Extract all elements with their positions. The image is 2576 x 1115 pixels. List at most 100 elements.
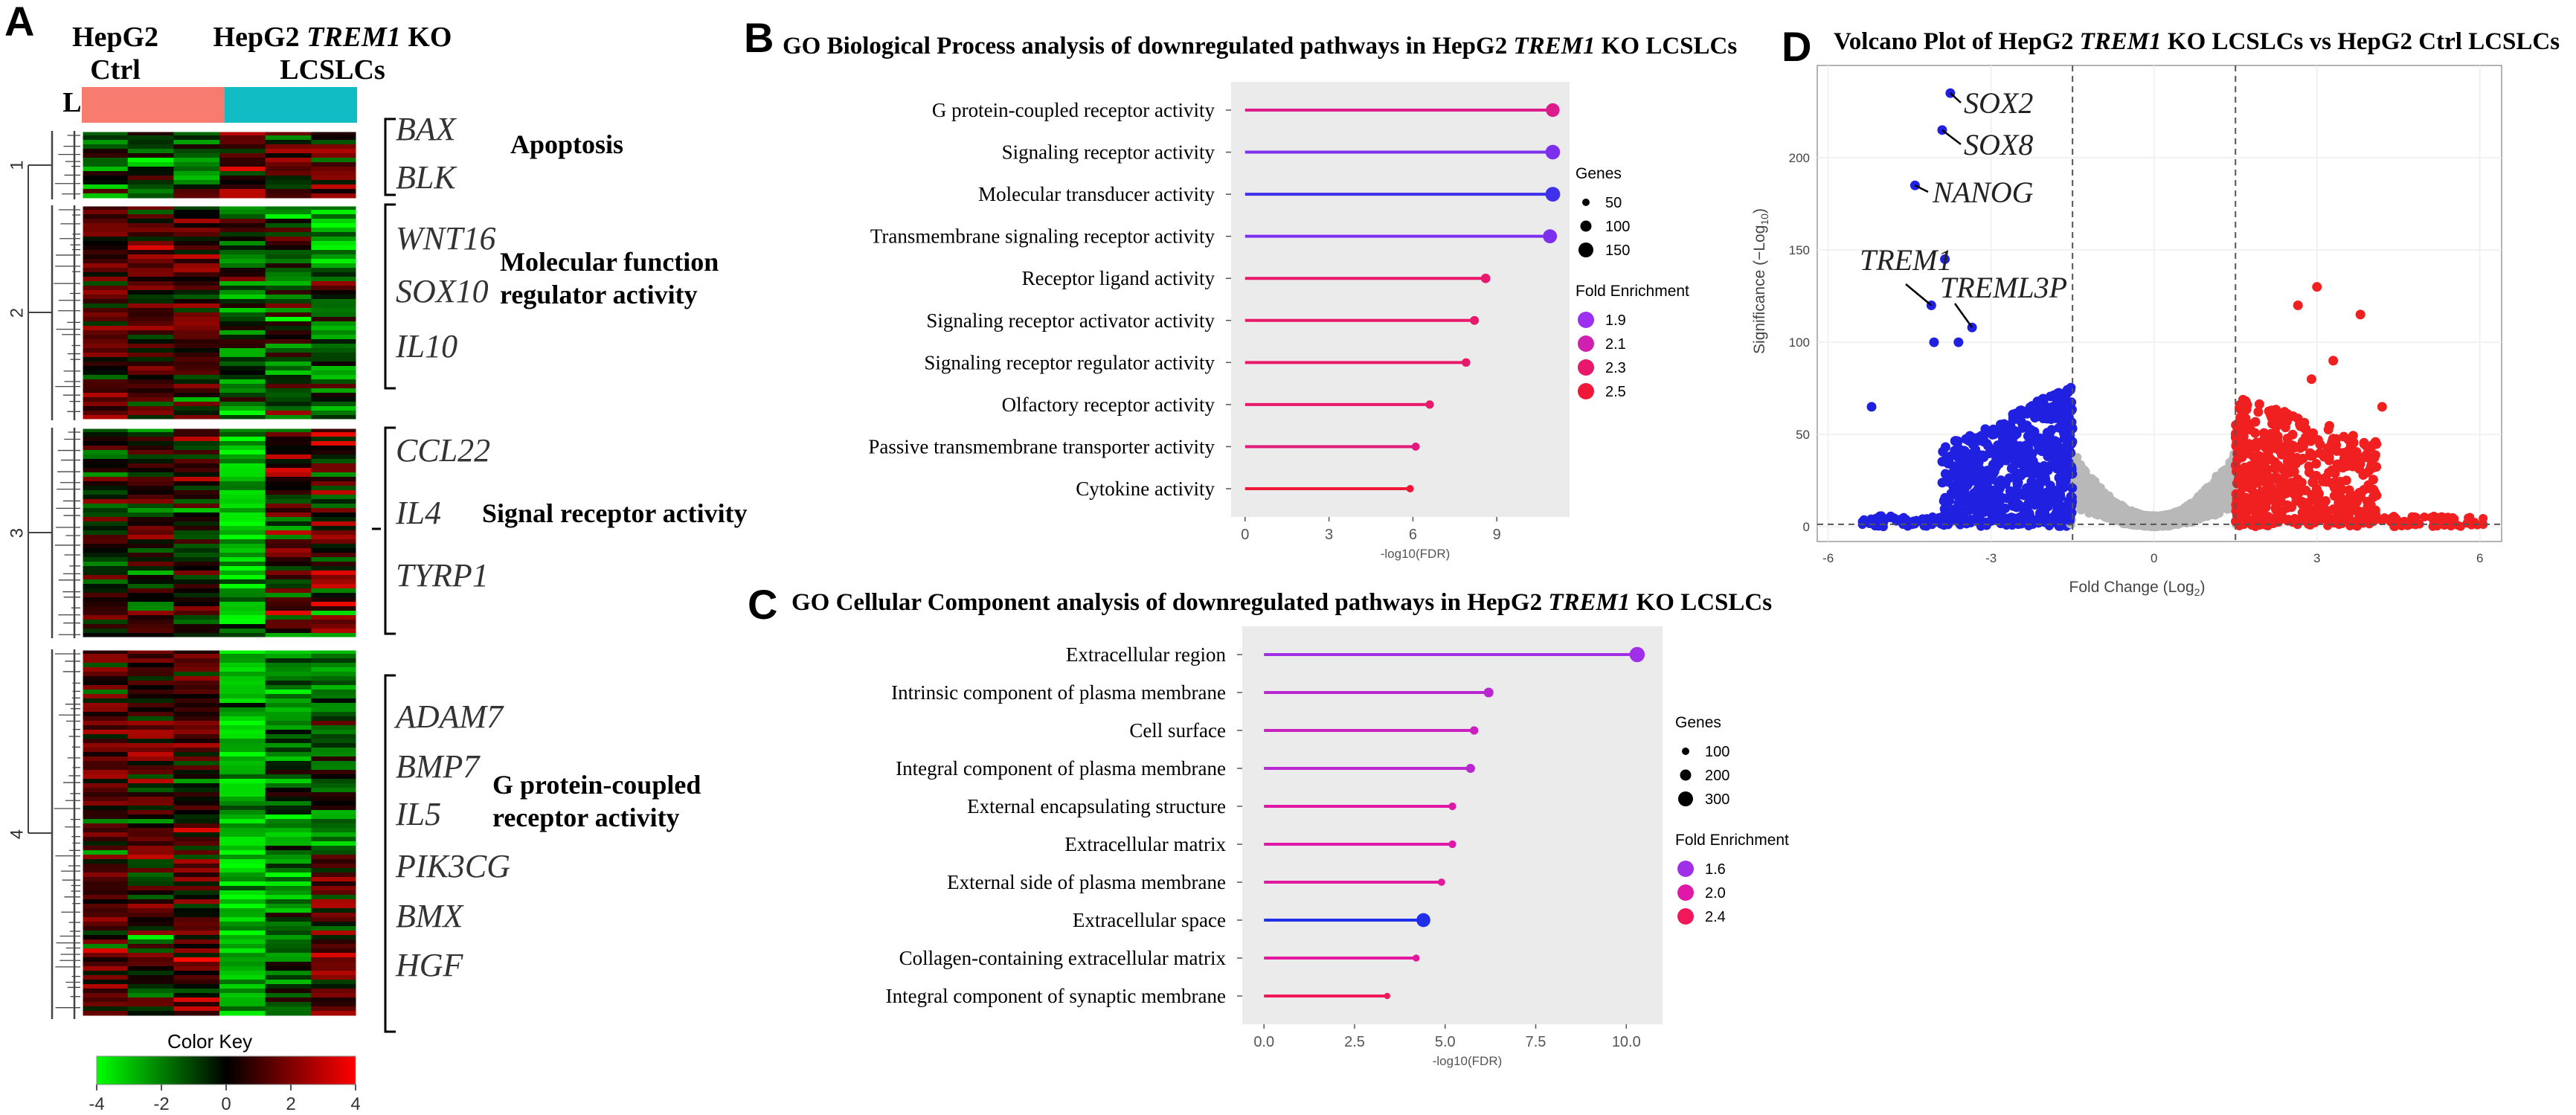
heatmap-cell xyxy=(265,504,312,509)
heatmap-cell xyxy=(219,232,266,237)
heatmap-cell xyxy=(82,571,129,576)
heatmap-cell xyxy=(311,667,358,672)
heatmap-cell xyxy=(127,486,174,491)
heatmap-cell xyxy=(311,526,358,531)
heatmap-cell xyxy=(311,144,358,150)
volcano-point-down xyxy=(2047,440,2058,450)
heatmap-cell xyxy=(173,463,220,469)
panel-letter-d: D xyxy=(1782,23,1812,70)
volcano-point-down xyxy=(1997,512,2008,523)
heatmap-cell xyxy=(219,481,266,486)
volcano-point-down xyxy=(1985,486,1996,496)
heatmap-cell xyxy=(265,658,312,663)
heatmap-cell xyxy=(219,823,266,829)
volcano-point-down xyxy=(2008,409,2018,420)
heatmap-cell xyxy=(173,557,220,562)
heatmap-cell xyxy=(127,402,174,407)
heatmap-cell xyxy=(265,649,312,655)
heatmap-cell xyxy=(311,832,358,838)
heatmap-cell xyxy=(82,904,129,909)
heatmap-cell xyxy=(127,841,174,846)
heatmap-cell xyxy=(219,939,266,945)
heatmap-cell xyxy=(82,171,129,176)
cluster-frame xyxy=(80,648,359,1021)
heatmap-cell xyxy=(127,299,174,304)
heatmap-cell xyxy=(265,841,312,846)
heatmap-cell xyxy=(265,402,312,407)
color-legend-title: Fold Enrichment xyxy=(1675,832,1789,849)
heatmap-cell xyxy=(219,873,266,878)
heatmap-cell xyxy=(219,557,266,562)
heatmap-cell xyxy=(265,779,312,784)
heatmap-cell xyxy=(82,801,129,806)
heatmap-cell xyxy=(127,761,174,766)
heatmap-cells xyxy=(80,129,359,1021)
heatmap-cell xyxy=(265,855,312,860)
heatmap-cell xyxy=(311,725,358,730)
heatmap-cell xyxy=(127,171,174,176)
heatmap-cell xyxy=(82,895,129,900)
heatmap-cell xyxy=(265,770,312,775)
category-label: Intrinsic component of plasma membrane xyxy=(891,681,1226,704)
heatmap-cell xyxy=(173,432,220,437)
heatmap-cell xyxy=(311,579,358,585)
heatmap-cell xyxy=(219,486,266,491)
heatmap-cell xyxy=(219,783,266,788)
heatmap-cell xyxy=(82,535,129,540)
heatmap-cell xyxy=(219,877,266,882)
panel-d-title-post: KO LCSLCs vs HepG2 Ctrl LCSLCs xyxy=(2161,28,2560,55)
heatmap-cell xyxy=(82,725,129,730)
heatmap-cell xyxy=(127,437,174,442)
heatmap-cell xyxy=(173,859,220,864)
heatmap-cell xyxy=(219,335,266,340)
heatmap-cell xyxy=(219,620,266,625)
cluster-label: 4 xyxy=(7,829,27,839)
heatmap-cell xyxy=(311,957,358,963)
heatmap-cell xyxy=(127,232,174,237)
heatmap-cell xyxy=(173,602,220,607)
heatmap-cell xyxy=(265,362,312,367)
heatmap-cell xyxy=(219,326,266,331)
heatmap-cell xyxy=(173,171,220,176)
volcano-point-up xyxy=(2313,495,2324,506)
heatmap-cell xyxy=(127,219,174,224)
volcano-point-down xyxy=(2064,498,2075,509)
volcano-point-ns xyxy=(2203,483,2212,492)
lollipop-head xyxy=(1413,954,1420,962)
heatmap-cell xyxy=(127,944,174,949)
heatmap-cell xyxy=(219,499,266,504)
heatmap-cell xyxy=(173,348,220,353)
volcano-point-down xyxy=(2005,486,2015,496)
volcano-point-down xyxy=(2037,399,2048,410)
heatmap-cell xyxy=(265,721,312,726)
heatmap-cell xyxy=(173,629,220,634)
heatmap-cell xyxy=(127,868,174,873)
heatmap-cell xyxy=(82,441,129,446)
heatmap-cell xyxy=(265,957,312,963)
heatmap-cell xyxy=(311,615,358,620)
heatmap-cell xyxy=(127,477,174,482)
gene-label: TYRP1 xyxy=(396,557,489,594)
heatmap-cell xyxy=(82,303,129,309)
heatmap-cell xyxy=(82,189,129,194)
heatmap-cell xyxy=(82,908,129,913)
heatmap-cell xyxy=(127,210,174,215)
heatmap-cell xyxy=(127,734,174,739)
heatmap-cell xyxy=(311,841,358,846)
heatmap-cell xyxy=(173,734,220,739)
heatmap-cell xyxy=(311,752,358,757)
heatmap-cell xyxy=(265,730,312,735)
heatmap-cell xyxy=(127,774,174,780)
heatmap-cell xyxy=(127,167,174,172)
heatmap-cell xyxy=(311,814,358,820)
volcano-point-down xyxy=(1940,515,1950,525)
heatmap-cell xyxy=(311,935,358,940)
heatmap-cell xyxy=(311,277,358,282)
heatmap-cell xyxy=(219,658,266,663)
heatmap-cell xyxy=(311,259,358,264)
heatmap-cell xyxy=(173,321,220,327)
heatmap-cell xyxy=(219,615,266,620)
volcano-point-down xyxy=(2004,473,2014,483)
heatmap-cell xyxy=(173,877,220,882)
heatmap-cell xyxy=(82,676,129,681)
